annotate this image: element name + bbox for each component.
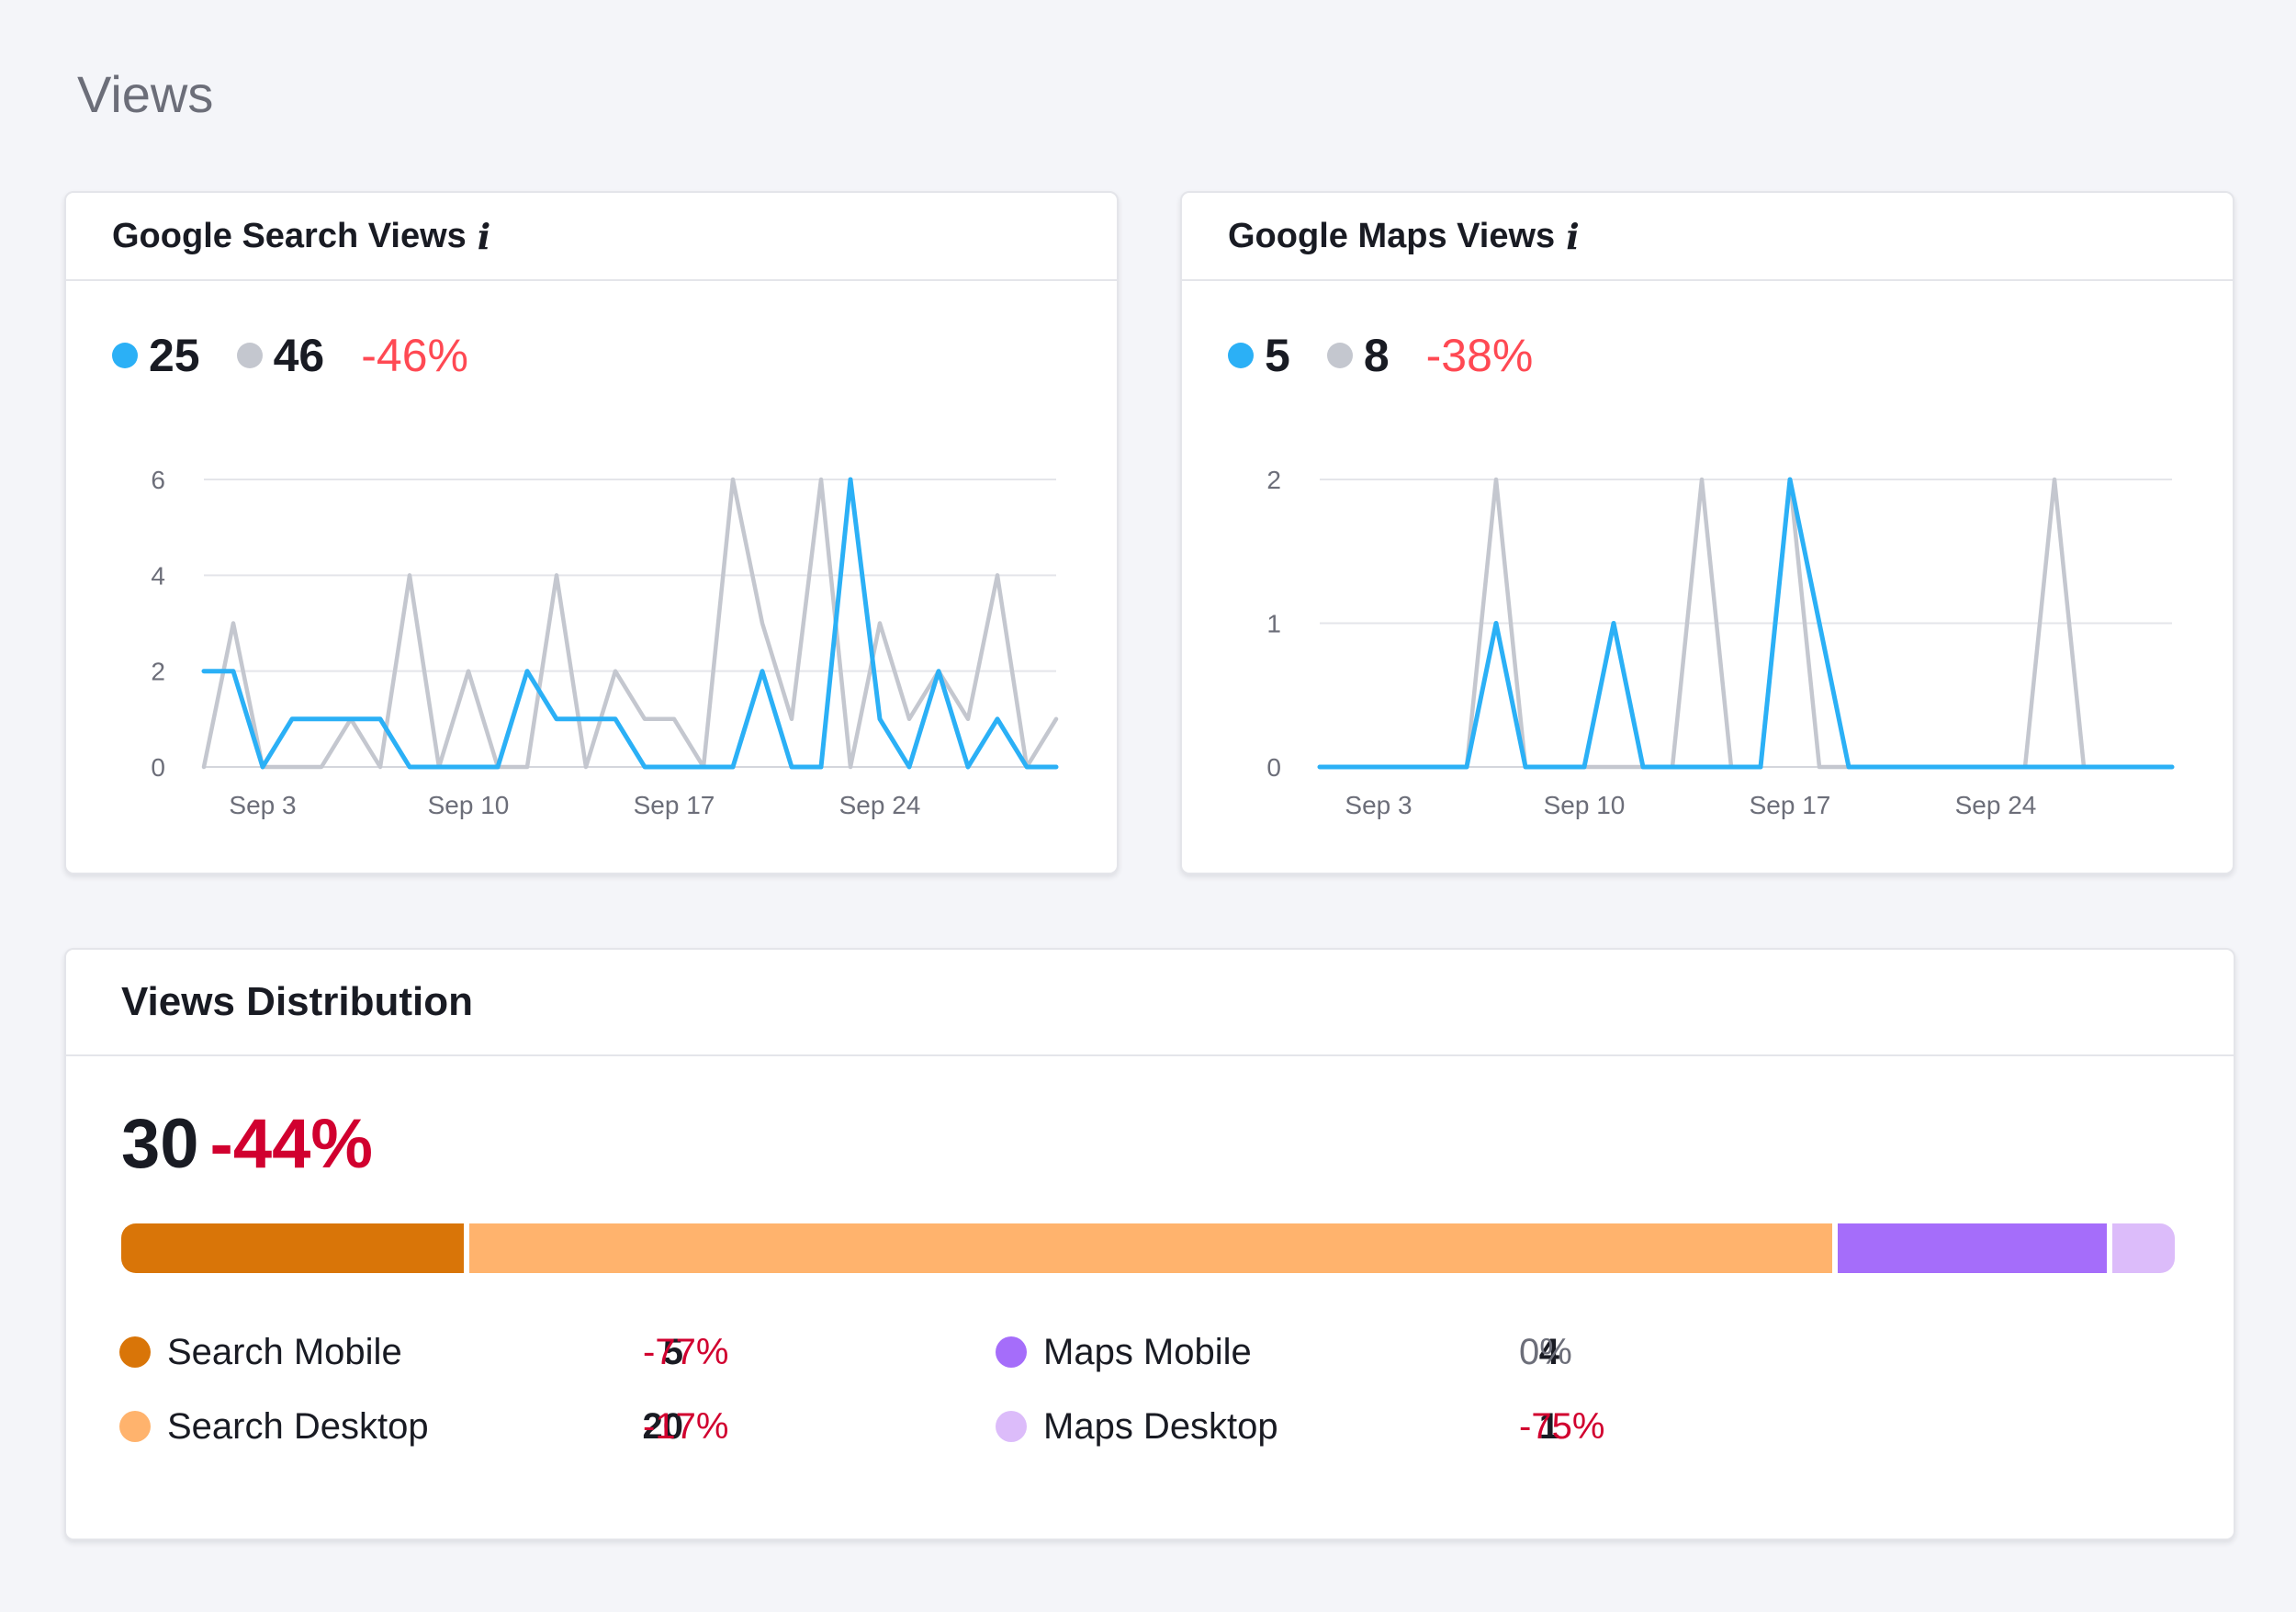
current-period-dot (1228, 343, 1254, 368)
x-tick-label: Sep 3 (229, 791, 296, 819)
distribution-bar (121, 1223, 2175, 1273)
legend-label: Maps Desktop (1043, 1405, 1278, 1447)
search-views-summary: 25 46 -46% (112, 329, 468, 382)
legend-maps-mobile[interactable]: Maps Mobile (996, 1325, 1252, 1380)
legend-maps-desktop[interactable]: Maps Desktop (996, 1399, 1278, 1454)
search-current-total: 25 (149, 330, 200, 381)
current-period-line (201, 477, 1059, 770)
maps-views-title: Google Maps Views (1228, 216, 1556, 255)
current-period-line (1317, 477, 2175, 770)
maps-views-header: Google Maps Views i (1182, 193, 2233, 281)
distribution-total-value: 30 (121, 1105, 199, 1183)
legend-label: Maps Mobile (1043, 1331, 1252, 1372)
search-mobile-dot (119, 1336, 151, 1368)
views-distribution-card: Views Distribution 30 -44% Search Mobile… (64, 948, 2235, 1540)
legend-delta: -75% (1519, 1406, 1605, 1447)
y-tick-label: 0 (151, 753, 165, 782)
previous-period-dot (1326, 343, 1353, 368)
maps-previous-total: 8 (1363, 330, 1390, 381)
y-tick-label: 4 (151, 561, 165, 590)
maps-current-total: 5 (1265, 330, 1290, 381)
legend-delta: -77% (643, 1332, 729, 1372)
segment-maps-desktop[interactable] (2106, 1223, 2175, 1273)
search-desktop-dot (119, 1411, 151, 1442)
legend-value: 5 (662, 1332, 683, 1372)
legend-delta: 0% (1519, 1332, 1572, 1372)
legend-value: 4 (1538, 1332, 1559, 1372)
x-tick-label: Sep 3 (1345, 791, 1412, 819)
x-tick-label: Sep 24 (1955, 791, 2037, 819)
views-distribution-header: Views Distribution (66, 950, 2234, 1056)
x-tick-label: Sep 10 (428, 791, 510, 819)
distribution-total-delta: -44% (209, 1105, 373, 1183)
x-tick-label: Sep 17 (634, 791, 715, 819)
search-views-delta: -46% (361, 330, 468, 381)
distribution-total: 30 -44% (121, 1104, 373, 1184)
previous-period-line (201, 477, 1059, 770)
legend-label: Search Desktop (167, 1405, 429, 1447)
legend-search-desktop[interactable]: Search Desktop (119, 1399, 429, 1454)
search-views-card: Google Search Views i 25 46 -46% 0 2 4 6 Sep… (64, 191, 1119, 874)
info-icon[interactable]: i (1566, 215, 1580, 257)
segment-maps-mobile[interactable] (1832, 1223, 2107, 1273)
segment-search-desktop[interactable] (463, 1223, 1833, 1273)
search-views-header: Google Search Views i (66, 193, 1117, 281)
legend-delta: -17% (643, 1406, 729, 1447)
info-icon[interactable]: i (477, 215, 491, 257)
maps-views-delta: -38% (1425, 330, 1534, 381)
y-tick-label: 2 (151, 658, 165, 686)
legend-value: 20 (642, 1406, 684, 1447)
maps-views-chart[interactable]: 0 1 2 Sep 3 Sep 10 Sep 17 Sep 24 (1182, 193, 2234, 874)
views-distribution-title: Views Distribution (121, 979, 474, 1024)
legend-search-mobile[interactable]: Search Mobile (119, 1325, 402, 1380)
current-period-dot (112, 343, 138, 368)
search-previous-total: 46 (273, 330, 325, 381)
y-tick-label: 0 (1266, 753, 1281, 782)
y-tick-label: 6 (151, 466, 165, 494)
legend-value: 1 (1538, 1406, 1559, 1447)
x-tick-label: Sep 24 (839, 791, 921, 819)
legend-label: Search Mobile (167, 1331, 402, 1372)
y-tick-label: 2 (1266, 466, 1281, 494)
maps-views-summary: 5 8 -38% (1228, 329, 1533, 382)
maps-mobile-dot (996, 1336, 1027, 1368)
maps-desktop-dot (996, 1411, 1027, 1442)
previous-period-dot (236, 343, 263, 368)
search-views-title: Google Search Views (112, 216, 467, 255)
x-tick-label: Sep 10 (1544, 791, 1626, 819)
page-title: Views (77, 65, 214, 123)
maps-views-card: Google Maps Views i 5 8 -38% 0 1 2 Sep 3 Sep… (1180, 191, 2234, 874)
segment-search-mobile[interactable] (121, 1223, 464, 1273)
x-tick-label: Sep 17 (1750, 791, 1831, 819)
y-tick-label: 1 (1266, 610, 1281, 638)
